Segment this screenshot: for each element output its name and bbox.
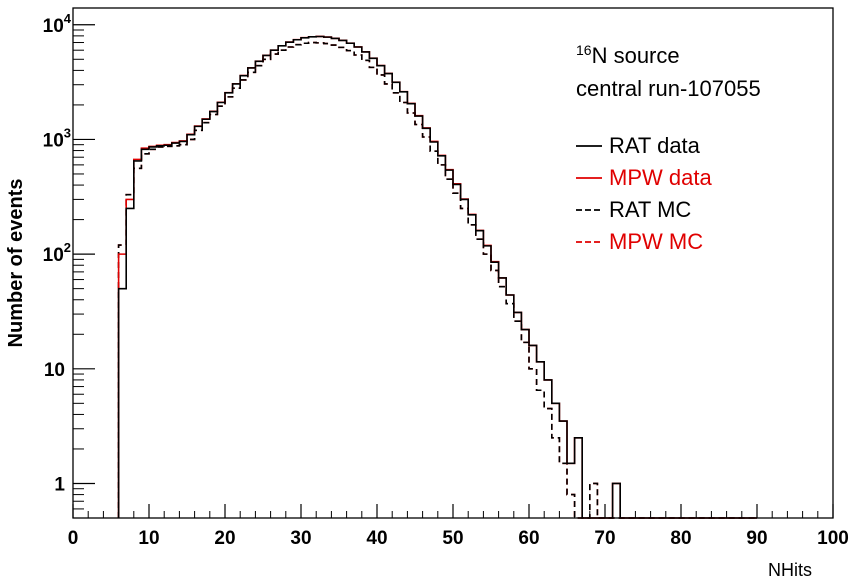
x-tick-label: 20 (214, 528, 235, 549)
plot-background (73, 8, 833, 518)
legend: RAT data MPW data RAT MC MPW MC (576, 133, 712, 254)
x-tick-label: 0 (68, 528, 79, 549)
legend-label: MPW data (609, 165, 712, 190)
x-tick-label: 80 (670, 528, 691, 549)
x-axis-title: NHits (768, 560, 812, 580)
y-tick-label: 104 (43, 11, 72, 37)
x-tick-label: 50 (442, 528, 463, 549)
legend-label: RAT MC (609, 197, 691, 222)
legend-label: MPW MC (609, 229, 703, 254)
annotation-source: 16N source (576, 42, 680, 68)
x-tick-label: 100 (817, 528, 849, 549)
annotation-source-sup: 16 (576, 42, 592, 58)
annotation-run: central run-107055 (576, 76, 761, 101)
y-tick-label: 102 (43, 240, 71, 266)
x-tick-label: 90 (746, 528, 767, 549)
y-tick-label: 10 (44, 360, 65, 381)
x-tick-label: 60 (518, 528, 539, 549)
y-tick-label: 103 (43, 125, 71, 151)
y-tick-label: 1 (54, 474, 65, 495)
x-tick-label: 10 (138, 528, 159, 549)
x-tick-label: 30 (290, 528, 311, 549)
annotation-source-text: N source (592, 43, 680, 68)
x-tick-label: 40 (366, 528, 387, 549)
y-axis-title: Number of events (5, 179, 27, 348)
x-tick-label: 70 (594, 528, 615, 549)
legend-label: RAT data (609, 133, 701, 158)
